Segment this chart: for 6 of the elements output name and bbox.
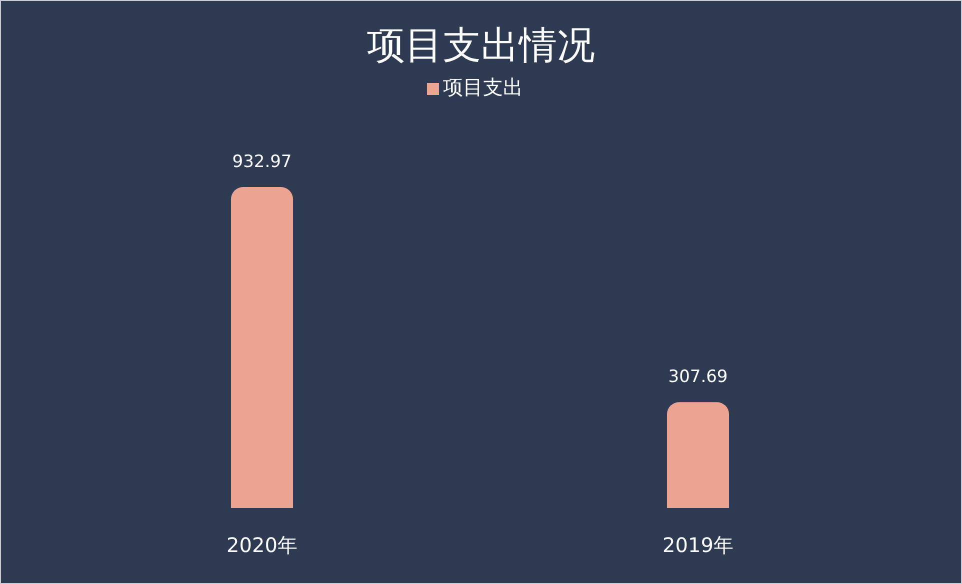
x-tick-label: 2019年 [662, 533, 734, 558]
data-label: 932.97 [232, 152, 292, 172]
chart-title: 项目支出情况 [366, 22, 596, 69]
legend-label: 项目支出 [443, 75, 523, 99]
data-label: 307.69 [668, 367, 728, 388]
x-tick-label: 2020年 [226, 533, 298, 558]
